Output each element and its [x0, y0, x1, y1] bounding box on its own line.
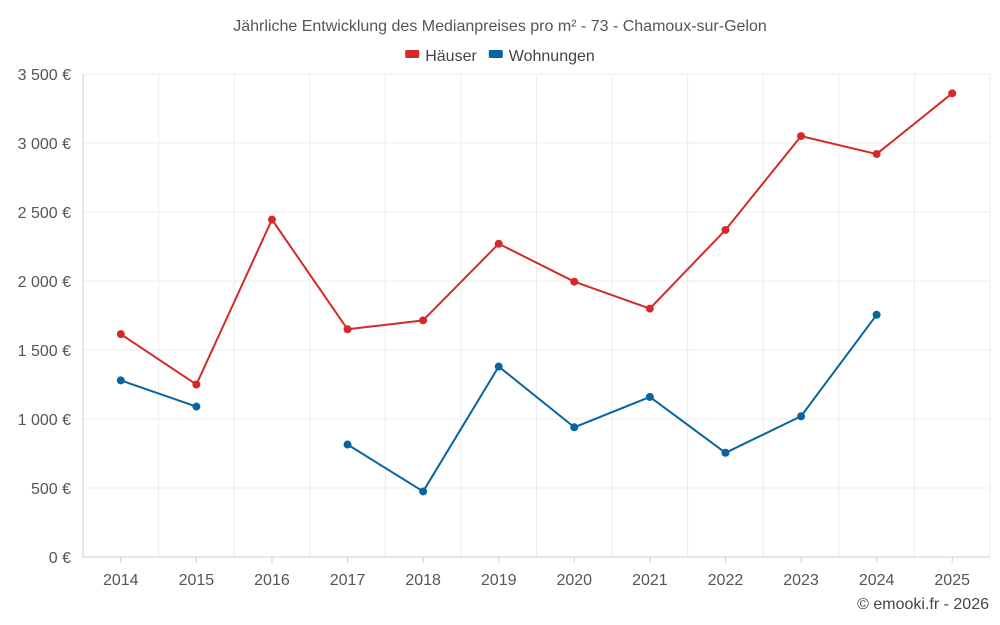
credit-text: © emooki.fr - 2026	[857, 596, 989, 613]
data-point[interactable]	[267, 215, 276, 224]
x-tick-label: 2022	[708, 572, 744, 589]
data-point[interactable]	[343, 440, 352, 449]
series-line	[120, 379, 197, 408]
y-tick-label: 3 000 €	[18, 136, 71, 153]
y-tick-label: 2 500 €	[18, 205, 71, 222]
x-tick-label: 2016	[254, 572, 290, 589]
data-point[interactable]	[494, 362, 503, 371]
data-point[interactable]	[948, 89, 957, 98]
legend-item[interactable]: Wohnungen	[488, 48, 595, 65]
legend-swatch	[488, 50, 503, 58]
data-point[interactable]	[192, 380, 201, 389]
series-line	[347, 314, 878, 493]
legend[interactable]: Häuser Wohnungen	[405, 48, 595, 65]
data-point[interactable]	[797, 132, 806, 141]
legend-label: Wohnungen	[509, 48, 595, 65]
x-tick-label: 2020	[556, 572, 592, 589]
series-0	[116, 89, 957, 389]
x-tick-label: 2017	[330, 572, 366, 589]
y-tick-label: 2 000 €	[18, 274, 71, 291]
data-point[interactable]	[721, 225, 730, 234]
data-point[interactable]	[645, 392, 654, 401]
data-point[interactable]	[872, 150, 881, 159]
x-tick-label: 2023	[783, 572, 819, 589]
y-tick-label: 1 000 €	[18, 412, 71, 429]
data-point[interactable]	[570, 277, 579, 286]
y-tick-label: 3 500 €	[18, 67, 71, 84]
data-point[interactable]	[645, 304, 654, 313]
x-tick-label: 2024	[859, 572, 895, 589]
data-point[interactable]	[494, 239, 503, 248]
x-tick-label: 2025	[934, 572, 970, 589]
x-tick-label: 2021	[632, 572, 668, 589]
data-point[interactable]	[419, 487, 428, 496]
series-line	[120, 92, 953, 386]
chart-title: Jährliche Entwicklung des Medianpreises …	[233, 18, 767, 35]
data-point[interactable]	[419, 316, 428, 325]
data-point[interactable]	[343, 325, 352, 334]
y-tick-label: 500 €	[31, 481, 71, 498]
series-layer	[116, 89, 957, 496]
data-point[interactable]	[116, 330, 125, 339]
legend-swatch	[405, 50, 420, 58]
data-point[interactable]	[192, 402, 201, 411]
data-point[interactable]	[872, 310, 881, 319]
data-point[interactable]	[570, 423, 579, 432]
legend-label: Häuser	[425, 48, 477, 65]
data-point[interactable]	[116, 376, 125, 385]
series-1	[116, 310, 881, 496]
y-tick-label: 0 €	[49, 550, 71, 567]
axes: 0 € 500 € 1 000 € 1 500 € 2 000 € 2 500 € 3 00…	[18, 67, 990, 589]
x-tick-label: 2014	[103, 572, 139, 589]
y-tick-label: 1 500 €	[18, 343, 71, 360]
data-point[interactable]	[797, 412, 806, 421]
x-tick-label: 2019	[481, 572, 517, 589]
legend-item[interactable]: Häuser	[405, 48, 477, 65]
x-tick-label: 2015	[179, 572, 215, 589]
x-tick-label: 2018	[405, 572, 441, 589]
data-point[interactable]	[721, 448, 730, 457]
grid	[83, 73, 991, 557]
